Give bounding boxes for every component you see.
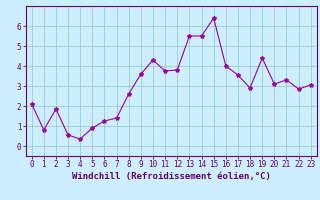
X-axis label: Windchill (Refroidissement éolien,°C): Windchill (Refroidissement éolien,°C) [72, 172, 271, 181]
